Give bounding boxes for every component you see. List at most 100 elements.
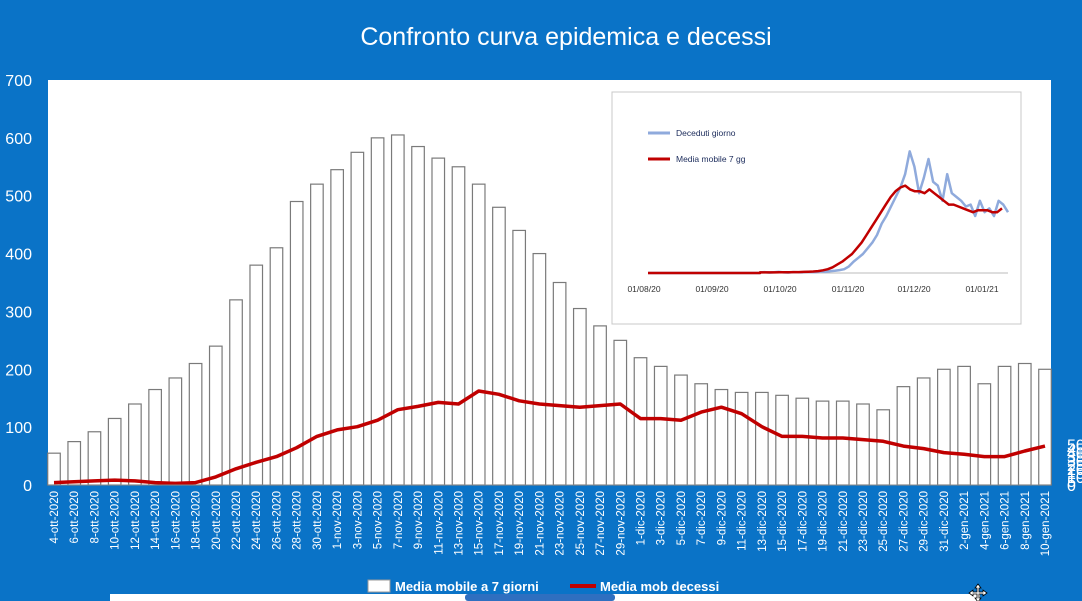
x-tick-40: 23-dic-2020 (858, 491, 870, 552)
x-tick-43: 29-dic-2020 (919, 491, 931, 552)
y-right-tick-2: 10 (1067, 470, 1082, 487)
x-tick-14: 1-nov-2020 (332, 491, 344, 549)
x-tick-31: 5-dic-2020 (676, 491, 688, 545)
x-tick-5: 14-ott-2020 (150, 491, 162, 550)
bar-18 (411, 145, 425, 486)
x-tick-6: 16-ott-2020 (170, 491, 182, 550)
x-tick-44: 31-dic-2020 (939, 491, 951, 552)
x-tick-8: 20-ott-2020 (211, 491, 223, 550)
bar-44 (937, 368, 951, 486)
x-tick-7: 18-ott-2020 (191, 491, 203, 550)
inset-plot (648, 150, 1010, 275)
inset-x-tick-1: 01/09/20 (695, 284, 728, 294)
x-tick-11: 26-ott-2020 (271, 491, 283, 550)
x-tick-1: 6-ott-2020 (69, 491, 81, 543)
inset-x-ticks: 01/08/20 01/09/20 01/10/20 01/11/20 01/12/20… (627, 284, 998, 294)
bar-40 (856, 403, 870, 486)
bar-12 (289, 200, 304, 486)
bar-46 (977, 383, 992, 486)
bottom-tab (465, 594, 615, 601)
x-tick-2: 8-ott-2020 (89, 491, 101, 543)
y-right-tick-0: 0 (1067, 478, 1076, 495)
x-tick-15: 3-nov-2020 (352, 491, 364, 549)
y-right-tick-1: 5 (1067, 474, 1076, 491)
x-tick-9: 22-ott-2020 (231, 491, 243, 550)
x-tick-26: 25-nov-2020 (575, 491, 587, 556)
x-tick-27: 27-nov-2020 (595, 491, 607, 556)
inset-chart: Deceduti giorno Media mobile 7 gg 01/08/… (611, 91, 1022, 325)
y-left-tick-0: 0 (23, 478, 32, 495)
bar-43 (916, 377, 931, 486)
inset-x-tick-4: 01/12/20 (897, 284, 930, 294)
legend-line-label: Media mob decessi (600, 579, 719, 594)
y-right-tick-6: 30 (1067, 454, 1082, 471)
x-tick-12: 28-ott-2020 (292, 491, 304, 550)
inset-x-tick-0: 01/08/20 (627, 284, 660, 294)
bar-2 (87, 431, 102, 486)
x-tick-10: 24-ott-2020 (251, 491, 263, 550)
bar-22 (492, 206, 506, 486)
y-left-tick-2: 200 (5, 362, 32, 379)
inset-legend-ma-label: Media mobile 7 gg (676, 154, 746, 164)
x-tick-0: 4-ott-2020 (49, 491, 61, 543)
move-cursor-icon (968, 583, 988, 601)
x-axis-ticks: 4-ott-2020 6-ott-2020 8-ott-2020 10-ott-202… (49, 491, 1052, 556)
x-tick-35: 13-dic-2020 (757, 491, 769, 552)
x-tick-28: 29-nov-2020 (615, 491, 627, 556)
y-right-tick-7: 35 (1067, 450, 1082, 467)
x-tick-16: 5-nov-2020 (373, 491, 385, 549)
x-tick-38: 19-dic-2020 (818, 491, 830, 552)
x-tick-34: 11-dic-2020 (737, 491, 749, 551)
x-tick-32: 7-dic-2020 (696, 491, 708, 545)
x-tick-30: 3-dic-2020 (656, 491, 668, 545)
legend-bar-label: Media mobile a 7 giorni (395, 579, 539, 594)
bar-10 (249, 264, 264, 486)
bar-19 (431, 157, 446, 486)
bar-47 (997, 365, 1012, 486)
x-tick-49: 10-gen-2021 (1040, 491, 1052, 556)
bar-25 (552, 281, 567, 486)
line-series-decessi (53, 389, 1046, 486)
x-tick-21: 15-nov-2020 (474, 491, 486, 556)
bar-48 (1017, 362, 1032, 486)
x-tick-25: 23-nov-2020 (555, 491, 567, 556)
bar-14 (330, 169, 345, 486)
inset-legend-daily-label: Deceduti giorno (676, 128, 736, 138)
bar-21 (471, 183, 486, 486)
y-left-tick-1: 100 (5, 420, 32, 437)
x-tick-37: 17-dic-2020 (797, 491, 809, 552)
x-tick-47: 6-gen-2021 (1000, 491, 1012, 550)
x-tick-29: 1-dic-2020 (636, 491, 648, 545)
y-left-tick-6: 600 (5, 131, 32, 148)
y-right-tick-3: 15 (1067, 466, 1082, 483)
bar-32 (694, 383, 709, 486)
inset-x-tick-3: 01/11/20 (832, 284, 865, 294)
x-tick-46: 4-gen-2021 (979, 491, 991, 550)
x-tick-19: 11-nov-2020 (433, 491, 445, 555)
y-left-tick-4: 400 (5, 247, 32, 264)
bar-16 (370, 137, 385, 486)
bar-7 (188, 362, 203, 486)
x-tick-45: 2-gen-2021 (959, 491, 971, 550)
x-tick-22: 17-nov-2020 (494, 491, 506, 556)
bar-36 (775, 394, 789, 486)
bar-29 (633, 357, 648, 486)
bar-42 (896, 386, 911, 486)
chart-title: Confronto curva epidemica e decessi (360, 23, 771, 51)
x-tick-13: 30-ott-2020 (312, 491, 324, 550)
x-tick-3: 10-ott-2020 (110, 491, 122, 550)
bar-4 (128, 403, 142, 486)
bar-49 (1038, 368, 1052, 486)
y-right-tick-10: 50 (1067, 438, 1082, 455)
bar-23 (512, 229, 527, 486)
bar-35 (754, 391, 769, 486)
bar-6 (168, 377, 183, 486)
line-group (53, 389, 1046, 486)
bar-26 (572, 307, 587, 486)
inset-line-ma (648, 184, 1003, 275)
y-left-tick-7: 700 (5, 73, 32, 90)
bar-34 (734, 391, 749, 486)
bar-1 (67, 441, 82, 486)
bar-15 (350, 151, 365, 486)
